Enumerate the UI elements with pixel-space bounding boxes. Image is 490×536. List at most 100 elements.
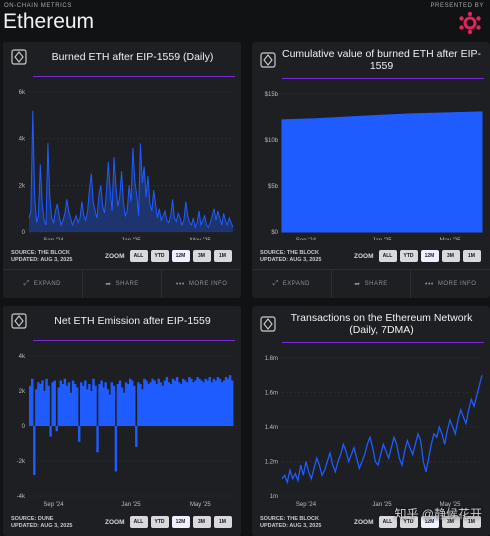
zoom-3m-button[interactable]: 3M bbox=[441, 516, 460, 528]
emission-bar bbox=[61, 384, 65, 426]
emission-bar bbox=[57, 387, 60, 426]
emission-bar bbox=[55, 426, 58, 432]
zoom-all-button[interactable]: ALL bbox=[129, 250, 148, 262]
title-underline bbox=[282, 342, 484, 343]
expand-label: EXPAND bbox=[282, 281, 310, 287]
transactions-chart[interactable]: 1m 1.2m 1.4m 1.6m 1.8m Sep '24 Jan '25 May '25 bbox=[252, 346, 490, 508]
ethereum-icon bbox=[260, 52, 276, 68]
x-tick-label: Sep '24 bbox=[296, 502, 317, 508]
zoom-12m-button[interactable]: 12M bbox=[420, 250, 439, 262]
net-emission-chart[interactable]: -4k -2k 0 2k 4k Sep '24 Jan '25 May '25 bbox=[3, 344, 241, 508]
zoom-ytd-button[interactable]: YTD bbox=[399, 516, 418, 528]
zoom-3m-button[interactable]: 3M bbox=[192, 250, 211, 262]
emission-bar bbox=[163, 380, 167, 426]
watermark: 知乎 @静候花开 bbox=[394, 507, 482, 521]
zoom-label: ZOOM bbox=[354, 252, 374, 260]
zoom-1m-button[interactable]: 1M bbox=[462, 250, 481, 262]
y-tick-label: 1.8m bbox=[265, 356, 278, 362]
burned-eth-chart[interactable]: 0 2k 4k 6k Sep '24 Jan '25 May '25 bbox=[3, 80, 241, 240]
expand-button[interactable]: ⤢ EXPAND bbox=[252, 270, 332, 298]
emission-bar bbox=[124, 382, 128, 426]
zoom-all-button[interactable]: ALL bbox=[378, 250, 397, 262]
ethereum-icon bbox=[11, 49, 27, 65]
zoom-1m-button[interactable]: 1M bbox=[213, 250, 232, 262]
x-tick-label: May '25 bbox=[440, 238, 461, 240]
emission-bar bbox=[147, 384, 150, 426]
y-tick-label: $5b bbox=[268, 184, 279, 190]
share-label: SHARE bbox=[364, 281, 388, 287]
emission-bar bbox=[131, 380, 134, 426]
zoom-ytd-button[interactable]: YTD bbox=[150, 516, 169, 528]
zoom-controls: ZOOM ALL YTD 12M 3M 1M bbox=[354, 516, 481, 528]
emission-bar bbox=[86, 389, 89, 426]
share-button[interactable]: ➦ SHARE bbox=[83, 270, 163, 298]
emission-bar bbox=[80, 382, 83, 426]
chart-meta: SOURCE: DUNE UPDATED: AUG 3, 2025 bbox=[11, 516, 72, 530]
emission-bar bbox=[210, 382, 213, 426]
emission-bar bbox=[228, 375, 232, 426]
share-icon: ➦ bbox=[354, 281, 361, 288]
more-info-button[interactable]: ••• MORE INFO bbox=[411, 270, 490, 298]
emission-bar bbox=[102, 387, 105, 426]
emission-bar bbox=[196, 377, 199, 426]
y-tick-label: 6k bbox=[19, 90, 26, 96]
expand-icon: ⤢ bbox=[23, 280, 30, 287]
zoom-12m-button[interactable]: 12M bbox=[420, 516, 439, 528]
y-tick-label: 1.2m bbox=[265, 460, 278, 466]
emission-bar bbox=[173, 380, 177, 426]
emission-bar bbox=[126, 384, 130, 426]
zoom-ytd-button[interactable]: YTD bbox=[399, 250, 418, 262]
more-info-label: MORE INFO bbox=[188, 281, 228, 287]
emission-bar bbox=[212, 378, 216, 426]
expand-label: EXPAND bbox=[33, 281, 61, 287]
emission-bar bbox=[135, 426, 138, 447]
more-info-button[interactable]: ••• MORE INFO bbox=[162, 270, 241, 298]
zoom-label: ZOOM bbox=[105, 252, 125, 260]
series-line bbox=[28, 110, 234, 230]
expand-button[interactable]: ⤢ EXPAND bbox=[3, 270, 83, 298]
emission-bar bbox=[206, 380, 209, 426]
y-tick-label: 4k bbox=[19, 354, 26, 360]
zoom-12m-button[interactable]: 12M bbox=[171, 250, 190, 262]
emission-bar bbox=[137, 382, 140, 426]
emission-bar bbox=[118, 380, 122, 426]
emission-bar bbox=[190, 378, 193, 426]
y-tick-label: 0 bbox=[22, 424, 26, 430]
x-tick-label: Jan '25 bbox=[121, 502, 141, 508]
emission-bar bbox=[53, 380, 56, 426]
zoom-controls: ZOOM ALL YTD 12M 3M 1M bbox=[105, 516, 232, 528]
transactions-panel: Transactions on the Ethereum Network (Da… bbox=[252, 306, 490, 536]
net-emission-panel: Net ETH Emission after EIP-1559 -4k -2k 0 2… bbox=[3, 306, 241, 536]
zoom-1m-button[interactable]: 1M bbox=[213, 516, 232, 528]
zoom-controls: ZOOM ALL YTD 12M 3M 1M bbox=[105, 250, 232, 262]
zoom-label: ZOOM bbox=[105, 518, 125, 526]
emission-bar bbox=[128, 378, 132, 426]
zoom-3m-button[interactable]: 3M bbox=[441, 250, 460, 262]
emission-bar bbox=[145, 380, 148, 426]
cumulative-burn-chart[interactable]: $0 $5b $10b $15b Sep '24 Jan '25 May '25 bbox=[252, 82, 490, 240]
emission-bar bbox=[153, 380, 156, 426]
emission-bar bbox=[220, 382, 224, 426]
title-underline bbox=[33, 340, 235, 341]
emission-bar bbox=[67, 382, 71, 426]
emission-bar bbox=[69, 392, 73, 426]
emission-bar bbox=[94, 385, 97, 426]
zoom-all-button[interactable]: ALL bbox=[378, 516, 397, 528]
emission-bar bbox=[186, 382, 189, 426]
more-icon: ••• bbox=[425, 280, 434, 288]
emission-bar bbox=[200, 380, 203, 426]
zoom-1m-button[interactable]: 1M bbox=[462, 516, 481, 528]
zoom-ytd-button[interactable]: YTD bbox=[150, 250, 169, 262]
panel-header: Transactions on the Ethereum Network (Da… bbox=[252, 312, 490, 336]
emission-bar bbox=[224, 377, 228, 426]
zoom-3m-button[interactable]: 3M bbox=[192, 516, 211, 528]
emission-bar bbox=[75, 387, 79, 426]
emission-bar bbox=[192, 382, 195, 426]
series-area bbox=[281, 111, 483, 233]
share-button[interactable]: ➦ SHARE bbox=[332, 270, 412, 298]
zoom-12m-button[interactable]: 12M bbox=[171, 516, 190, 528]
emission-bar bbox=[45, 378, 48, 426]
zoom-all-button[interactable]: ALL bbox=[129, 516, 148, 528]
emission-bar bbox=[182, 378, 185, 426]
sponsor-logo-icon[interactable] bbox=[458, 11, 482, 35]
